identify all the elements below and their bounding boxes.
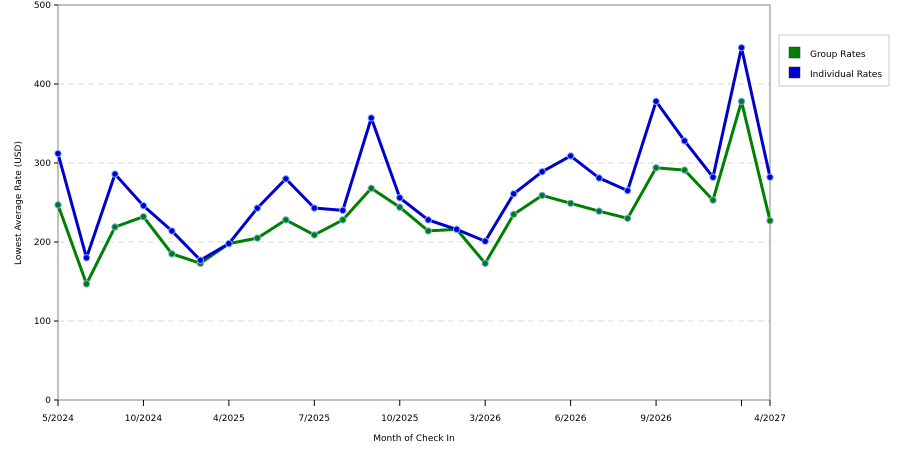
series-line-group-rates	[56, 99, 772, 286]
data-point-individual-rates	[737, 43, 746, 52]
legend-label-group-rates: Group Rates	[810, 50, 866, 60]
data-point-individual-rates	[339, 206, 347, 215]
legend-label-individual-rates: Individual Rates	[810, 70, 882, 80]
data-point-individual-rates	[481, 237, 489, 245]
data-point-individual-rates	[509, 190, 518, 198]
series-group-rates	[54, 97, 774, 288]
series-line-individual-rates	[56, 46, 772, 262]
x-tick-label: 7/2025	[298, 414, 330, 424]
legend: Group Rates Individual Rates	[778, 34, 890, 87]
data-point-individual-rates	[253, 204, 262, 212]
x-tick-label: 3/2026	[469, 414, 501, 424]
x-axis-label: Month of Check In	[373, 434, 455, 444]
data-point-individual-rates	[652, 97, 660, 106]
data-point-individual-rates	[111, 170, 119, 178]
data-point-group-rates	[509, 210, 518, 219]
data-point-group-rates	[538, 191, 546, 200]
series-layer	[54, 43, 774, 288]
data-point-group-rates	[310, 231, 319, 239]
data-point-group-rates	[54, 201, 62, 209]
series-individual-rates	[54, 43, 774, 264]
data-point-group-rates	[709, 196, 717, 204]
y-axis-label: Lowest Average Rate (USD)	[14, 141, 24, 265]
data-point-group-rates	[595, 207, 603, 215]
data-point-individual-rates	[766, 173, 774, 181]
data-point-group-rates	[367, 184, 375, 192]
data-point-group-rates	[424, 227, 432, 235]
data-point-group-rates	[652, 164, 660, 172]
y-tick-label: 100	[34, 317, 51, 327]
y-tick-label: 300	[34, 159, 51, 169]
x-tick-label: 6/2026	[555, 414, 587, 424]
data-point-individual-rates	[54, 149, 62, 158]
data-point-individual-rates	[196, 256, 205, 264]
legend-swatch-group-rates	[788, 46, 801, 59]
data-point-individual-rates	[538, 167, 546, 176]
x-tick-label: 9/2026	[640, 414, 672, 424]
data-point-group-rates	[168, 250, 176, 258]
y-tick-label: 500	[34, 1, 51, 11]
data-point-individual-rates	[709, 173, 717, 181]
y-tick-label: 400	[34, 80, 51, 90]
data-point-group-rates	[253, 234, 262, 242]
data-point-individual-rates	[680, 137, 689, 145]
data-point-group-rates	[623, 214, 632, 223]
data-point-individual-rates	[282, 175, 290, 183]
y-axis: 0 100 200 300 400 500	[34, 1, 58, 406]
data-point-group-rates	[111, 223, 119, 231]
data-point-group-rates	[566, 199, 575, 207]
data-point-individual-rates	[566, 152, 575, 160]
data-point-group-rates	[282, 216, 290, 224]
data-point-group-rates	[737, 97, 746, 106]
data-point-individual-rates	[595, 174, 603, 182]
gridlines	[58, 83, 770, 322]
data-point-individual-rates	[623, 186, 632, 195]
y-tick-label: 200	[34, 238, 51, 248]
data-point-individual-rates	[396, 194, 404, 202]
x-tick-label: 10/2025	[381, 414, 418, 424]
x-tick-label: 4/2027	[754, 414, 786, 424]
data-point-group-rates	[139, 213, 148, 221]
data-point-individual-rates	[225, 239, 233, 248]
data-point-individual-rates	[82, 254, 91, 262]
x-tick-label: 10/2024	[125, 414, 163, 424]
x-tick-label: 5/2024	[42, 414, 74, 424]
data-point-individual-rates	[424, 216, 432, 224]
y-tick-label: 0	[45, 396, 51, 406]
data-point-group-rates	[481, 259, 489, 268]
data-point-individual-rates	[367, 114, 375, 122]
data-point-individual-rates	[139, 201, 148, 210]
data-point-individual-rates	[453, 225, 461, 234]
data-point-group-rates	[82, 280, 91, 288]
plot-area	[57, 4, 771, 401]
data-point-individual-rates	[168, 227, 176, 235]
data-point-group-rates	[339, 216, 347, 224]
legend-swatch-individual-rates	[788, 66, 801, 79]
x-axis: 5/2024 10/2024 4/2025 7/2025 10/2025 3/2026 6/…	[42, 400, 786, 424]
data-point-individual-rates	[310, 204, 319, 212]
data-point-group-rates	[680, 166, 689, 174]
x-tick-label: 4/2025	[213, 414, 245, 424]
data-point-group-rates	[766, 216, 774, 225]
data-point-group-rates	[396, 203, 404, 211]
